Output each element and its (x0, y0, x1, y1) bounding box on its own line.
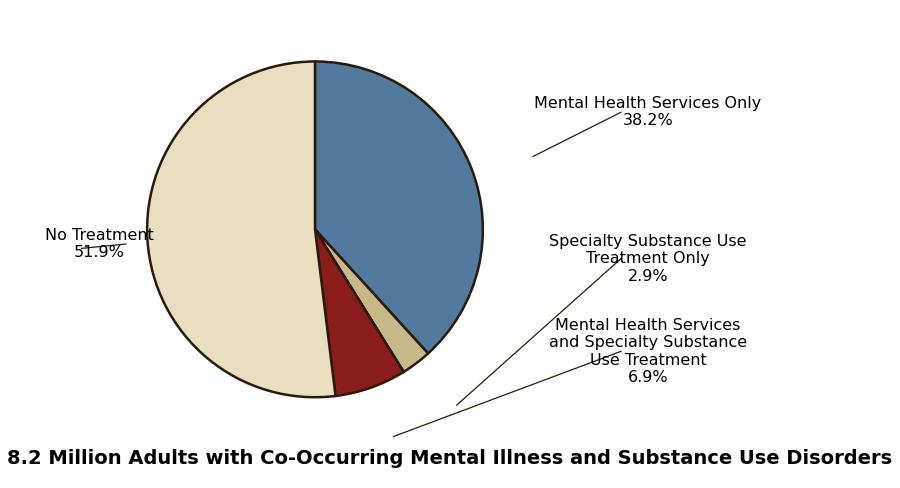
Text: 8.2 Million Adults with Co-Occurring Mental Illness and Substance Use Disorders: 8.2 Million Adults with Co-Occurring Men… (7, 449, 893, 468)
Text: Mental Health Services Only
38.2%: Mental Health Services Only 38.2% (535, 96, 761, 128)
Wedge shape (315, 61, 483, 353)
Text: Specialty Substance Use
Treatment Only
2.9%: Specialty Substance Use Treatment Only 2… (549, 234, 747, 284)
Text: No Treatment
51.9%: No Treatment 51.9% (45, 228, 153, 260)
Text: Mental Health Services
and Specialty Substance
Use Treatment
6.9%: Mental Health Services and Specialty Sub… (549, 318, 747, 385)
Wedge shape (147, 61, 336, 397)
Wedge shape (315, 229, 428, 372)
Wedge shape (315, 229, 404, 396)
